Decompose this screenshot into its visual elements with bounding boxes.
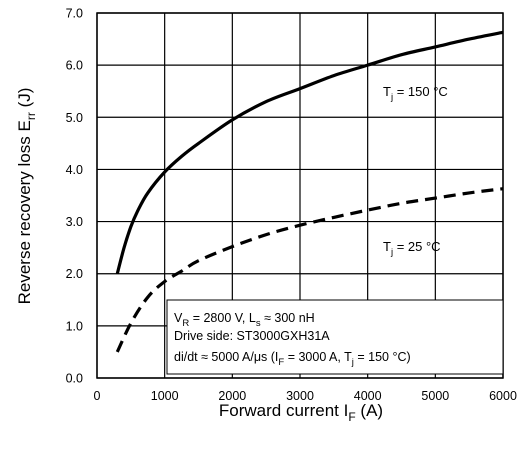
x-tick-label-6: 6000 [489, 389, 517, 403]
x-tick-label-4: 4000 [354, 389, 382, 403]
y-axis-title: Reverse recovery loss Err (J) [15, 88, 38, 305]
y-tick-label-7: 7.0 [66, 7, 83, 21]
plot-frame [96, 12, 504, 379]
y-tick-label-3: 3.0 [66, 215, 83, 229]
conditions-line-3: di/dt ≈ 5000 A/μs (IF = 3000 A, Tj = 150… [174, 350, 411, 368]
x-tick-label-0: 0 [94, 389, 101, 403]
conditions-line-1: VR = 2800 V, Ls ≈ 300 nH [174, 311, 315, 329]
y-tick-label-0: 0.0 [66, 372, 83, 386]
x-axis-title: Forward current IF (A) [219, 401, 383, 424]
x-tick-label-1: 1000 [151, 389, 179, 403]
y-tick-label-2: 2.0 [66, 267, 83, 281]
curves [115, 30, 504, 353]
grid [96, 12, 504, 379]
x-tick-label-3: 3000 [286, 389, 314, 403]
series-line-0 [115, 30, 504, 275]
label-150c: Tj = 150 °C [383, 84, 448, 103]
series-line-1 [115, 187, 504, 353]
label-25c: Tj = 25 °C [383, 239, 441, 258]
x-tick-label-5: 5000 [421, 389, 449, 403]
y-tick-labels: 0.0 1.0 2.0 3.0 4.0 5.0 6.0 7.0 [66, 7, 83, 386]
y-tick-label-5: 5.0 [66, 111, 83, 125]
conditions-box-frame [166, 299, 504, 375]
y-tick-label-6: 6.0 [66, 59, 83, 73]
conditions-line-2: Drive side: ST3000GXH31A [174, 329, 330, 343]
x-tick-label-2: 2000 [218, 389, 246, 403]
x-tick-labels: 0 1000 2000 3000 4000 5000 6000 [94, 389, 517, 403]
y-tick-label-4: 4.0 [66, 163, 83, 177]
conditions-box: VR = 2800 V, Ls ≈ 300 nH Drive side: ST3… [166, 299, 504, 375]
y-tick-label-1: 1.0 [66, 319, 83, 333]
